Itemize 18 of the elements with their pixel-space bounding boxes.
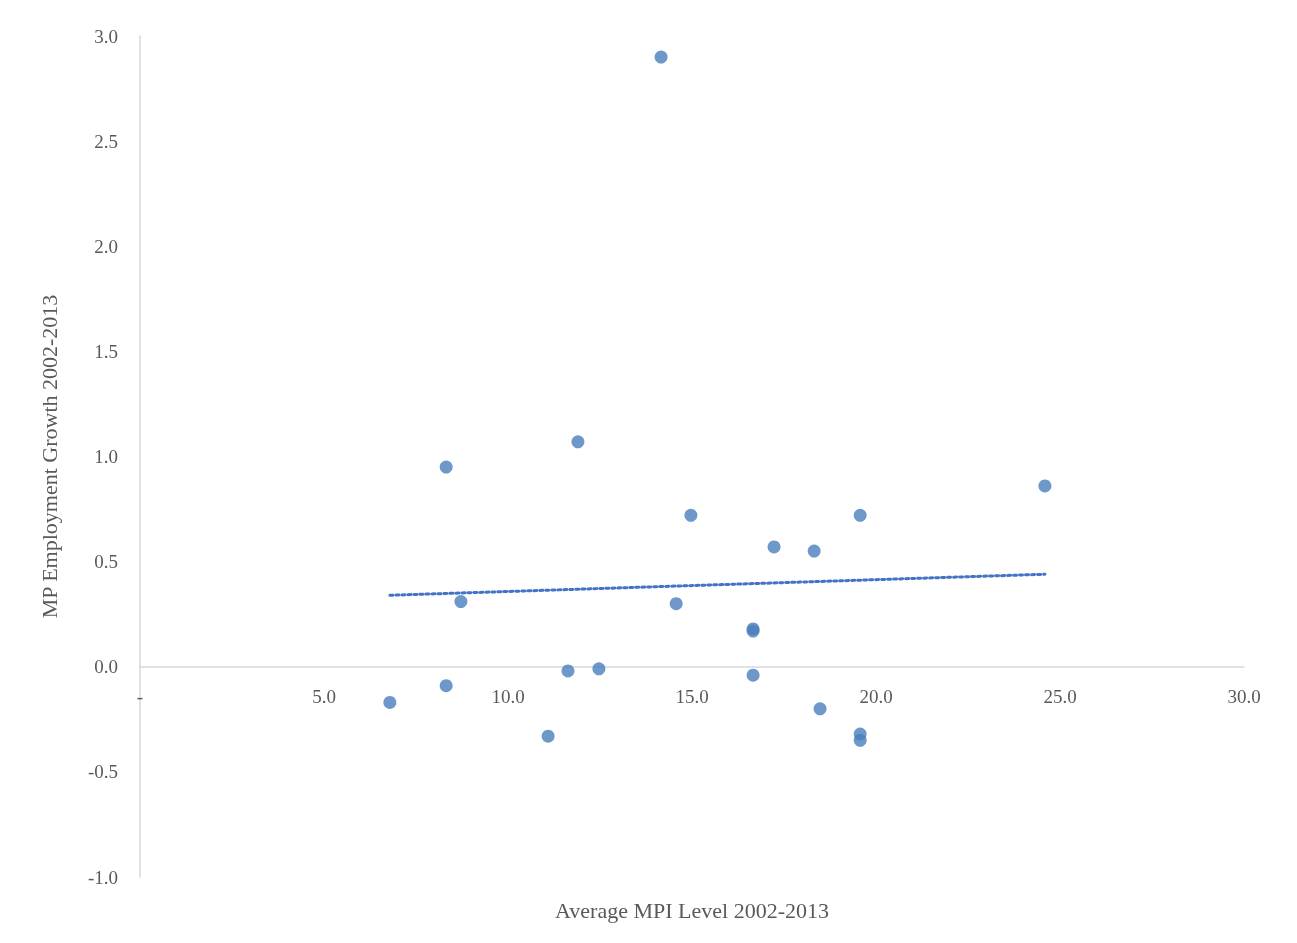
x-tick-label: 20.0	[859, 685, 893, 707]
y-tick-label: 0.5	[94, 551, 118, 573]
y-axis-title: MP Employment Growth 2002-2013	[36, 294, 62, 619]
y-tick-label: -1.0	[87, 866, 118, 888]
x-axis-title: Average MPI Level 2002-2013	[555, 897, 829, 923]
y-tick-label: 0.0	[94, 656, 118, 678]
x-tick-label: 25.0	[1043, 685, 1077, 707]
y-tick-label: 1.0	[94, 446, 118, 467]
x-tick-label: 30.0	[1227, 685, 1261, 707]
y-tick-label: 2.5	[94, 130, 118, 152]
x-tick-label: 15.0	[675, 685, 709, 707]
y-tick-label: 1.5	[94, 340, 118, 362]
x-tick-label: -	[136, 685, 144, 707]
y-tick-label: 3.0	[94, 25, 118, 47]
y-tick-label: 2.0	[94, 235, 118, 257]
x-tick-label: 5.0	[312, 685, 336, 707]
y-tick-label: -0.5	[87, 761, 118, 783]
x-tick-label: 10.0	[491, 685, 525, 707]
